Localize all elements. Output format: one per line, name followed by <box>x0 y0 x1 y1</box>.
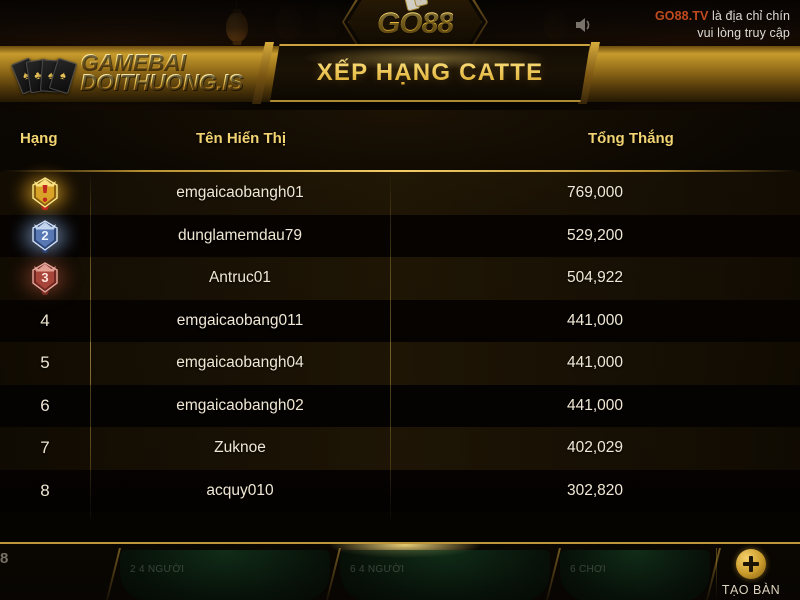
site-logo-line1: GAMEBAI <box>80 50 243 73</box>
player-score: 504,922 <box>566 269 624 287</box>
rank-medal-cell <box>0 170 90 217</box>
announcement-bar[interactable]: GO88.TV là địa chỉ chín vui lòng truy cậ… <box>570 2 800 48</box>
player-score: 302,820 <box>566 481 624 499</box>
lobby-table-card[interactable]: 2 4 NGƯỜI <box>120 550 330 600</box>
create-table-button[interactable]: TẠO BÀN <box>708 546 794 600</box>
player-name: Zuknoe <box>214 439 266 457</box>
rank-number-cell: 8 <box>0 470 90 513</box>
table-row[interactable]: 2 dunglamemdau79 529,200 <box>0 212 800 259</box>
rank-number-cell: 7 <box>0 427 90 470</box>
lobby-table-meta: 2 4 NGƯỜI <box>130 564 185 575</box>
rank-number: 5 <box>40 353 50 373</box>
rank-number-cell: 6 <box>0 385 90 428</box>
table-row[interactable]: 3 Antruc01 504,922 <box>0 255 800 302</box>
rank-number: 8 <box>40 480 50 500</box>
table-row[interactable]: 7 Zuknoe 402,029 <box>0 427 800 470</box>
divider-slash <box>105 548 121 600</box>
table-row[interactable]: emgaicaobangh01 769,000 <box>0 170 800 217</box>
site-logo[interactable]: ♠ ♣ ♠ ♠ GAMEBAI DOITHUONG.IS <box>10 42 254 102</box>
player-score: 769,000 <box>566 184 624 202</box>
player-score: 441,000 <box>566 311 624 329</box>
player-name: emgaicaobangh01 <box>176 184 304 202</box>
go88-logo[interactable]: GO88 <box>330 0 500 52</box>
lobby-table-card[interactable]: 6 CHƠI <box>560 550 710 600</box>
lobby-table-card[interactable]: 6 4 NGƯỜI <box>340 550 550 600</box>
rank-number: 7 <box>40 438 50 458</box>
plus-circle-icon <box>736 549 766 579</box>
speaker-icon[interactable] <box>572 14 594 36</box>
silver-medal-icon: 2 <box>16 212 74 259</box>
site-logo-text: GAMEBAI DOITHUONG.IS <box>80 50 243 95</box>
rank-number-cell: 5 <box>0 342 90 385</box>
announcement-line1-rest: là địa chỉ chín <box>708 9 790 23</box>
rank-number: 6 <box>40 395 50 415</box>
rank-medal-cell: 3 <box>0 255 90 302</box>
player-name: acquy010 <box>206 481 274 499</box>
player-name: Antruc01 <box>208 269 272 287</box>
column-header-score: Tổng Thắng <box>588 130 674 147</box>
player-score: 441,000 <box>566 354 624 372</box>
player-name: emgaicaobangh04 <box>176 354 304 372</box>
column-header-rank: Hạng <box>20 130 58 147</box>
leaderboard-panel: Hạng Tên Hiển Thị Tổng Thắng emgaicaoban… <box>0 110 800 542</box>
svg-text:2: 2 <box>41 228 48 243</box>
partial-left-text: 8 <box>0 550 9 567</box>
player-name: emgaicaobangh02 <box>176 396 304 414</box>
playing-cards-icon: ♠ ♣ ♠ ♠ <box>10 46 78 98</box>
gold-medal-icon <box>16 170 74 217</box>
announcement-text: GO88.TV là địa chỉ chín vui lòng truy cậ… <box>600 8 790 42</box>
page-title: XẾP HẠNG CATTE <box>270 44 590 102</box>
player-name: emgaicaobang011 <box>176 311 304 329</box>
bottom-vertical-separator <box>716 548 717 600</box>
lobby-table-meta: 6 4 NGƯỜI <box>350 564 405 575</box>
player-score: 441,000 <box>566 396 624 414</box>
banner-plate <box>270 44 590 102</box>
table-header: Hạng Tên Hiển Thị Tổng Thắng <box>0 110 800 172</box>
create-table-label: TẠO BÀN <box>721 583 781 597</box>
playing-cards-icon <box>403 0 429 12</box>
svg-text:3: 3 <box>41 270 48 285</box>
rank-number: 4 <box>40 310 50 330</box>
go88-logo-text: GO88 <box>376 7 454 40</box>
table-row[interactable]: 8 acquy010 302,820 <box>0 469 800 513</box>
rank-medal-cell: 2 <box>0 212 90 259</box>
player-score: 402,029 <box>566 439 624 457</box>
table-row[interactable]: 6 emgaicaobangh02 441,000 <box>0 384 800 428</box>
player-name: dunglamemdau79 <box>177 226 303 244</box>
table-row[interactable]: 4 emgaicaobang011 441,000 <box>0 299 800 343</box>
player-score: 529,200 <box>566 226 624 244</box>
table-row[interactable]: 5 emgaicaobangh04 441,000 <box>0 342 800 385</box>
rank-number-cell: 4 <box>0 300 90 343</box>
lobby-bottom-bar: 8 2 4 NGƯỜI 6 4 NGƯỜI 6 CHƠI TẠO BÀN <box>0 542 800 600</box>
table-body: emgaicaobangh01 769,000 2 dunglamemdau79 529… <box>0 170 800 513</box>
site-logo-line2: DOITHUONG.IS <box>80 69 243 95</box>
announcement-line2: vui lòng truy cập <box>697 26 790 40</box>
bronze-medal-icon: 3 <box>16 255 74 302</box>
announcement-brand: GO88.TV <box>654 9 709 23</box>
column-header-name: Tên Hiển Thị <box>196 130 286 147</box>
lobby-table-meta: 6 CHƠI <box>570 564 606 575</box>
